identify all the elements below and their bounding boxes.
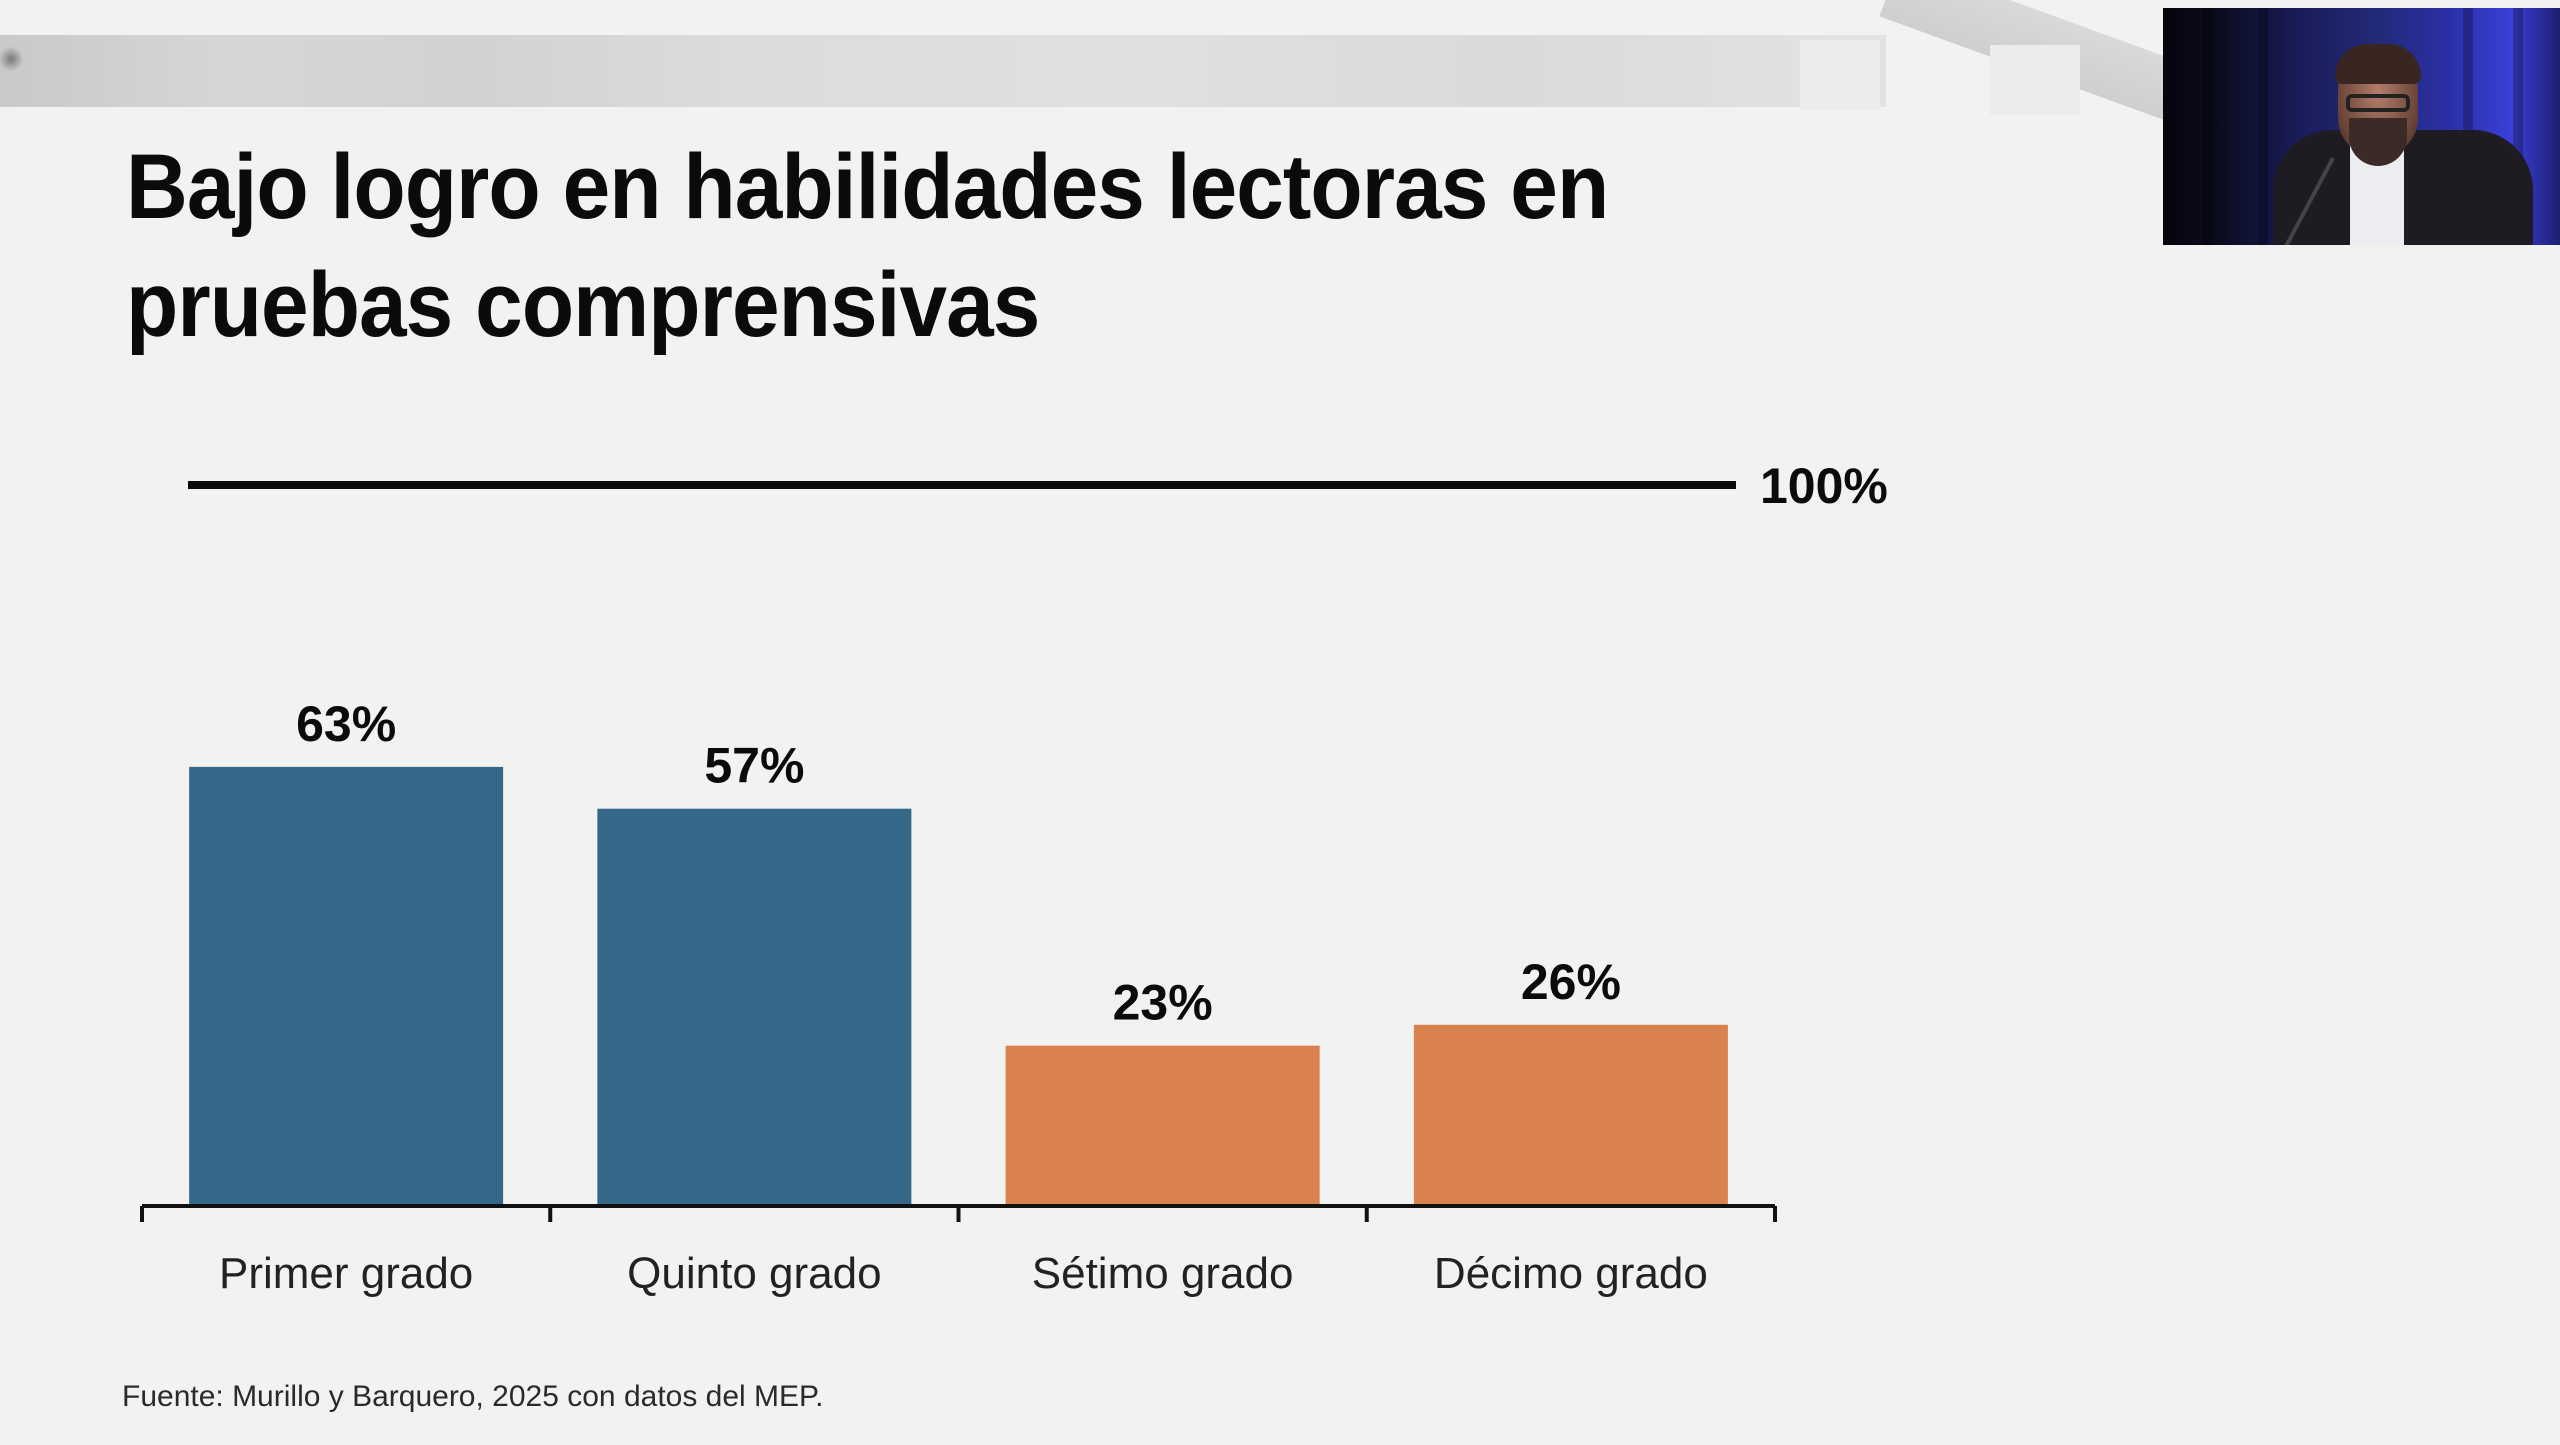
speaker-glasses	[2346, 94, 2410, 112]
slide-title-line-1: Bajo logro en habilidades lectoras en	[126, 136, 1609, 238]
bar-primer-grado	[189, 766, 504, 1206]
value-label: 57%	[704, 738, 804, 794]
value-label: 63%	[296, 696, 396, 752]
source-note: Fuente: Murillo y Barquero, 2025 con dat…	[122, 1380, 824, 1413]
slide-title-line-2: pruebas comprensivas	[126, 254, 1040, 356]
bars-group	[189, 766, 1728, 1206]
x-axis	[140, 1204, 1777, 1222]
category-label: Décimo grado	[1434, 1249, 1708, 1298]
speaker-webcam-feed	[2163, 8, 2560, 245]
reference-line-group: 100%	[188, 458, 1888, 514]
reference-line-label: 100%	[1760, 458, 1888, 514]
bar-s-timo-grado	[1005, 1045, 1320, 1206]
category-label: Sétimo grado	[1032, 1249, 1294, 1298]
speaker-beard	[2349, 118, 2407, 166]
bar-d-cimo-grado	[1413, 1024, 1728, 1206]
speaker-hair	[2335, 44, 2421, 84]
value-label: 26%	[1521, 954, 1621, 1010]
category-label: Primer grado	[219, 1249, 473, 1298]
slide-title: Bajo logro en habilidades lectoras en pr…	[126, 128, 1893, 364]
value-labels-group: 63% 57% 23% 26%	[296, 696, 1621, 1031]
decorative-faded-block	[1990, 45, 2080, 115]
bar-quinto-grado	[597, 808, 912, 1206]
decorative-header-stripe	[0, 35, 1886, 107]
category-label: Quinto grado	[627, 1249, 881, 1298]
decorative-faded-block	[1800, 40, 1880, 110]
category-labels-group: Primer grado Quinto grado Sétimo grado Déci…	[219, 1249, 1708, 1298]
value-label: 23%	[1113, 975, 1213, 1031]
